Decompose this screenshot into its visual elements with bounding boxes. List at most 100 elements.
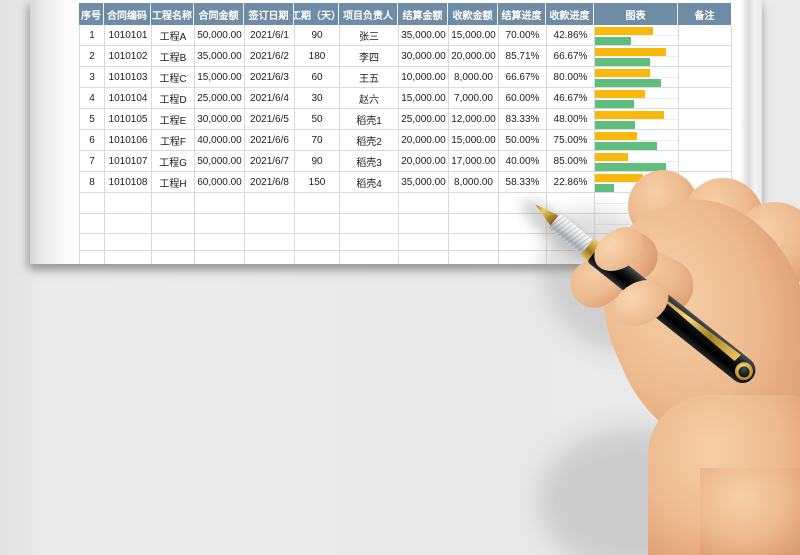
cell-receive-amount[interactable] — [449, 251, 499, 264]
cell-days[interactable]: 30 — [295, 88, 340, 109]
cell-amount[interactable]: 30,000.00 — [195, 109, 245, 130]
cell-owner[interactable] — [340, 234, 399, 251]
cell-code[interactable] — [105, 214, 152, 234]
cell-remark[interactable] — [679, 130, 732, 151]
cell-days[interactable]: 90 — [295, 25, 340, 46]
cell-remark[interactable] — [679, 109, 732, 130]
cell-settle-amount[interactable] — [399, 193, 449, 214]
cell-date[interactable] — [245, 251, 295, 264]
cell-date[interactable] — [245, 234, 295, 251]
cell-name[interactable]: 工程B — [152, 46, 195, 67]
cell-days[interactable] — [295, 251, 340, 264]
cell-days[interactable]: 50 — [295, 109, 340, 130]
cell-amount[interactable]: 50,000.00 — [195, 25, 245, 46]
cell-date[interactable]: 2021/6/3 — [245, 67, 295, 88]
cell-settle-pct[interactable] — [499, 251, 547, 264]
cell-settle-amount[interactable]: 25,000.00 — [399, 109, 449, 130]
cell-receive-pct[interactable]: 46.67% — [547, 88, 595, 109]
cell-code[interactable]: 1010101 — [105, 25, 152, 46]
cell-receive-amount[interactable] — [449, 193, 499, 214]
cell-owner[interactable] — [340, 193, 399, 214]
cell-owner[interactable]: 赵六 — [340, 88, 399, 109]
cell-receive-amount[interactable] — [449, 234, 499, 251]
cell-code[interactable]: 1010105 — [105, 109, 152, 130]
cell-days[interactable]: 180 — [295, 46, 340, 67]
cell-name[interactable] — [152, 193, 195, 214]
cell-seq[interactable]: 6 — [80, 130, 105, 151]
cell-settle-pct[interactable]: 58.33% — [499, 172, 547, 193]
cell-settle-pct[interactable]: 40.00% — [499, 151, 547, 172]
cell-seq[interactable]: 3 — [80, 67, 105, 88]
cell-code[interactable]: 1010107 — [105, 151, 152, 172]
cell-seq[interactable] — [80, 251, 105, 264]
cell-settle-pct[interactable]: 83.33% — [499, 109, 547, 130]
cell-days[interactable]: 70 — [295, 130, 340, 151]
cell-amount[interactable]: 25,000.00 — [195, 88, 245, 109]
cell-amount[interactable]: 60,000.00 — [195, 172, 245, 193]
cell-name[interactable] — [152, 234, 195, 251]
cell-chart[interactable] — [595, 130, 679, 151]
cell-days[interactable] — [295, 234, 340, 251]
cell-name[interactable]: 工程A — [152, 25, 195, 46]
cell-code[interactable] — [105, 251, 152, 264]
cell-name[interactable]: 工程E — [152, 109, 195, 130]
cell-code[interactable]: 1010106 — [105, 130, 152, 151]
cell-seq[interactable] — [80, 214, 105, 234]
cell-days[interactable]: 150 — [295, 172, 340, 193]
cell-settle-amount[interactable]: 35,000.00 — [399, 172, 449, 193]
cell-days[interactable]: 90 — [295, 151, 340, 172]
cell-owner[interactable]: 王五 — [340, 67, 399, 88]
cell-receive-amount[interactable]: 12,000.00 — [449, 109, 499, 130]
cell-receive-pct[interactable]: 85.00% — [547, 151, 595, 172]
cell-owner[interactable]: 稻壳4 — [340, 172, 399, 193]
cell-amount[interactable] — [195, 234, 245, 251]
cell-settle-amount[interactable]: 15,000.00 — [399, 88, 449, 109]
cell-remark[interactable] — [679, 88, 732, 109]
cell-chart[interactable] — [595, 151, 679, 172]
cell-days[interactable] — [295, 193, 340, 214]
cell-owner[interactable]: 稻壳3 — [340, 151, 399, 172]
cell-date[interactable]: 2021/6/6 — [245, 130, 295, 151]
cell-name[interactable]: 工程F — [152, 130, 195, 151]
cell-receive-pct[interactable]: 75.00% — [547, 130, 595, 151]
cell-date[interactable] — [245, 193, 295, 214]
cell-receive-amount[interactable]: 20,000.00 — [449, 46, 499, 67]
cell-date[interactable]: 2021/6/5 — [245, 109, 295, 130]
cell-settle-pct[interactable] — [499, 193, 547, 214]
cell-code[interactable] — [105, 234, 152, 251]
cell-seq[interactable]: 4 — [80, 88, 105, 109]
cell-settle-amount[interactable]: 10,000.00 — [399, 67, 449, 88]
cell-owner[interactable]: 稻壳2 — [340, 130, 399, 151]
cell-settle-amount[interactable] — [399, 251, 449, 264]
cell-settle-amount[interactable]: 30,000.00 — [399, 46, 449, 67]
cell-settle-amount[interactable]: 35,000.00 — [399, 25, 449, 46]
cell-date[interactable]: 2021/6/2 — [245, 46, 295, 67]
cell-remark[interactable] — [679, 151, 732, 172]
cell-code[interactable]: 1010108 — [105, 172, 152, 193]
cell-settle-amount[interactable]: 20,000.00 — [399, 130, 449, 151]
cell-code[interactable] — [105, 193, 152, 214]
cell-seq[interactable]: 5 — [80, 109, 105, 130]
cell-days[interactable] — [295, 214, 340, 234]
cell-chart[interactable] — [595, 88, 679, 109]
cell-settle-amount[interactable] — [399, 234, 449, 251]
cell-owner[interactable]: 张三 — [340, 25, 399, 46]
cell-name[interactable]: 工程H — [152, 172, 195, 193]
cell-date[interactable]: 2021/6/8 — [245, 172, 295, 193]
cell-chart[interactable] — [595, 25, 679, 46]
cell-settle-pct[interactable]: 66.67% — [499, 67, 547, 88]
cell-name[interactable]: 工程D — [152, 88, 195, 109]
cell-receive-pct[interactable]: 66.67% — [547, 46, 595, 67]
cell-settle-pct[interactable]: 60.00% — [499, 88, 547, 109]
cell-amount[interactable]: 50,000.00 — [195, 151, 245, 172]
cell-name[interactable]: 工程C — [152, 67, 195, 88]
cell-receive-pct[interactable]: 42.86% — [547, 25, 595, 46]
cell-settle-pct[interactable]: 85.71% — [499, 46, 547, 67]
cell-code[interactable]: 1010102 — [105, 46, 152, 67]
cell-seq[interactable] — [80, 193, 105, 214]
cell-receive-amount[interactable]: 15,000.00 — [449, 25, 499, 46]
cell-owner[interactable]: 稻壳1 — [340, 109, 399, 130]
cell-settle-pct[interactable] — [499, 214, 547, 234]
cell-settle-pct[interactable]: 70.00% — [499, 25, 547, 46]
cell-name[interactable]: 工程G — [152, 151, 195, 172]
